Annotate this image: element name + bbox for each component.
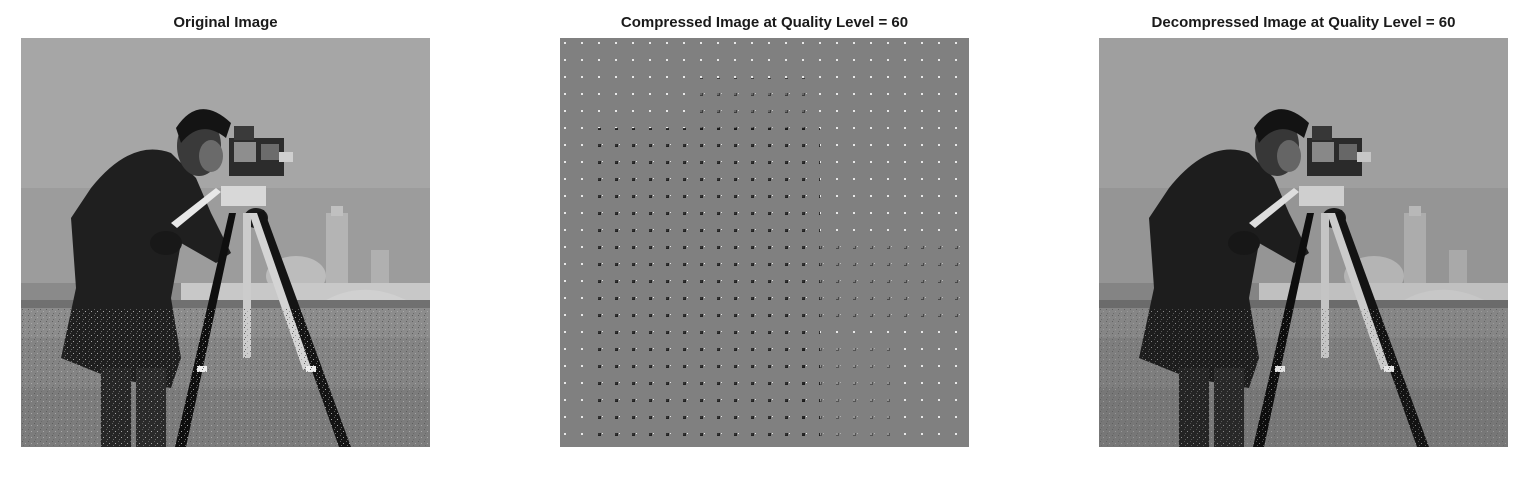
- compressed-image-panel: Compressed Image at Quality Level = 60: [560, 0, 969, 481]
- decompressed-image-panel: Decompressed Image at Quality Level = 60: [1099, 0, 1508, 481]
- compressed-image-title: Compressed Image at Quality Level = 60: [620, 14, 909, 31]
- original-image: [21, 38, 430, 447]
- decompressed-image-title: Decompressed Image at Quality Level = 60: [1151, 14, 1456, 31]
- original-image-title: Original Image: [173, 14, 278, 31]
- compressed-image: [560, 38, 969, 447]
- original-image-panel: Original Image: [21, 0, 430, 481]
- decompressed-image: [1099, 38, 1508, 447]
